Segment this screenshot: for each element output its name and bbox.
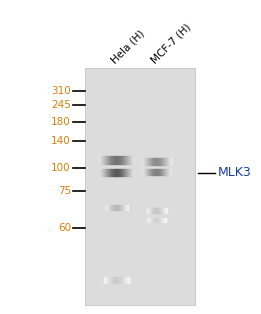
Text: 60: 60 <box>58 223 71 233</box>
Text: 100: 100 <box>51 163 71 173</box>
Text: 245: 245 <box>51 100 71 110</box>
Text: Hela (H): Hela (H) <box>110 28 147 65</box>
Text: 75: 75 <box>58 186 71 196</box>
Text: MLK3: MLK3 <box>218 166 251 180</box>
Text: 180: 180 <box>51 117 71 127</box>
Text: 310: 310 <box>51 86 71 96</box>
Text: MCF-7 (H): MCF-7 (H) <box>150 22 193 65</box>
Text: 140: 140 <box>51 136 71 146</box>
Bar <box>85 68 195 305</box>
